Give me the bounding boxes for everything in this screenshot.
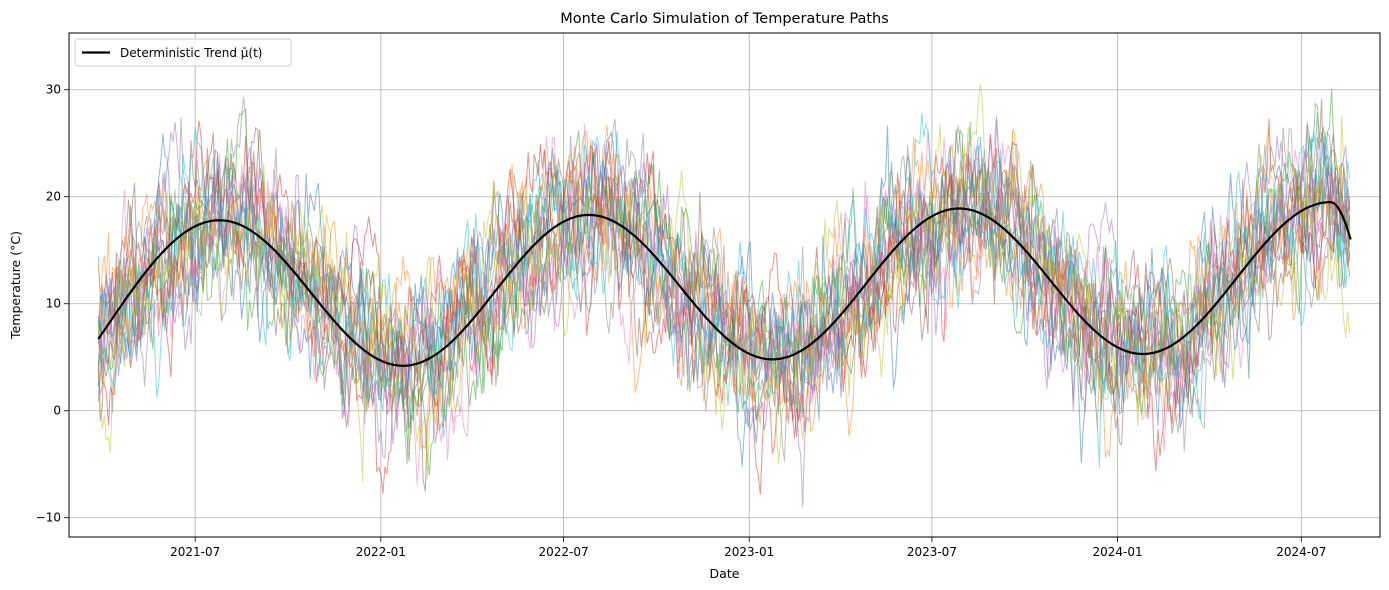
legend: Deterministic Trend μ̄(t) bbox=[74, 38, 292, 67]
legend-label-trend: Deterministic Trend μ̄(t) bbox=[120, 46, 262, 60]
x-tick-label: 2021-07 bbox=[170, 545, 220, 559]
x-tick-label: 2023-07 bbox=[907, 545, 957, 559]
y-axis-ticks: −10 0 10 20 30 bbox=[36, 83, 69, 525]
x-axis-ticks: 2021-07 2022-01 2022-07 2023-01 2023-07 2024-… bbox=[170, 537, 1326, 559]
simulated-path bbox=[97, 132, 1351, 429]
x-tick-label: 2022-07 bbox=[538, 545, 588, 559]
x-tick-label: 2022-01 bbox=[356, 545, 406, 559]
trend-line-group bbox=[97, 200, 1352, 367]
y-tick-label: 20 bbox=[46, 190, 61, 204]
y-tick-label: −10 bbox=[36, 511, 61, 525]
simulated-path bbox=[97, 120, 1351, 471]
legend-box bbox=[74, 38, 292, 67]
plot-frame bbox=[68, 32, 1381, 538]
y-axis-label: Temperature (°C) bbox=[8, 231, 23, 340]
x-tick-label: 2024-01 bbox=[1093, 545, 1143, 559]
y-tick-label: 30 bbox=[46, 83, 61, 97]
simulated-path bbox=[97, 115, 1351, 482]
y-tick-label: 10 bbox=[46, 297, 61, 311]
y-tick-label: 0 bbox=[53, 404, 61, 418]
simulated-paths bbox=[97, 84, 1351, 508]
x-axis-label: Date bbox=[710, 566, 740, 581]
trend-line bbox=[97, 200, 1352, 367]
x-tick-label: 2024-07 bbox=[1276, 545, 1326, 559]
simulated-path bbox=[97, 97, 1351, 462]
x-tick-label: 2023-01 bbox=[724, 545, 774, 559]
simulated-path bbox=[98, 112, 1351, 438]
chart-title: Monte Carlo Simulation of Temperature Pa… bbox=[560, 11, 889, 27]
